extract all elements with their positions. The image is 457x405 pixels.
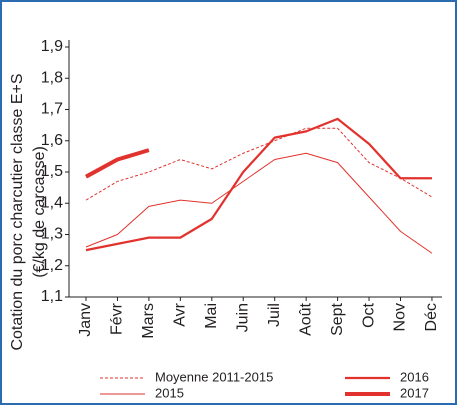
y-tick-label: 1,5 xyxy=(41,163,63,180)
x-tick-label: Mai xyxy=(203,303,220,329)
y-tick-label: 1,6 xyxy=(41,132,63,149)
legend-label: 2016 xyxy=(400,369,429,384)
x-tick-label: Avr xyxy=(172,302,189,326)
y-tick-label: 1,2 xyxy=(41,257,63,274)
y-tick-label: 1,7 xyxy=(41,101,63,118)
y-axis-label: (€/kg de carcasse) xyxy=(31,146,48,278)
x-tick-label: Janv xyxy=(77,303,94,337)
series-line xyxy=(85,148,150,179)
legend-label: Moyenne 2011-2015 xyxy=(155,369,273,384)
y-tick-label: 1,4 xyxy=(41,194,63,211)
x-tick-label: Mars xyxy=(140,303,157,339)
x-tick-label: Déc xyxy=(423,303,440,331)
legend-label: 2015 xyxy=(155,385,184,400)
y-axis-label: Cotation du porc charcutier classe E+S xyxy=(9,73,26,350)
y-tick-label: 1,3 xyxy=(41,226,63,243)
x-tick-label: Févr xyxy=(109,302,126,335)
series-line xyxy=(85,127,433,201)
x-tick-label: Juin xyxy=(234,303,251,332)
x-tick-label: Nov xyxy=(392,303,409,331)
x-tick-label: Oct xyxy=(360,302,377,327)
y-tick-label: 1,9 xyxy=(41,38,63,55)
x-tick-label: Sept xyxy=(329,302,346,335)
y-tick-label: 1,8 xyxy=(41,69,63,86)
y-tick-label: 1,1 xyxy=(41,288,63,305)
series-line xyxy=(85,117,432,252)
x-tick-label: Juil xyxy=(266,303,283,327)
x-tick-label: Août xyxy=(297,302,314,335)
series-line xyxy=(85,152,433,254)
legend-label: 2017 xyxy=(400,385,429,400)
